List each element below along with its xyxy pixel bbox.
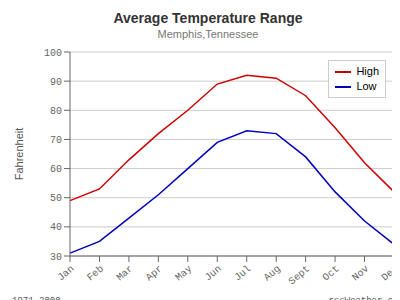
svg-text:50: 50	[50, 193, 62, 204]
svg-text:Oct: Oct	[321, 263, 342, 283]
svg-text:Jul: Jul	[232, 263, 253, 283]
html-text:Average Temperature Range: Average Temperature Range	[113, 10, 303, 26]
html-text:High: High	[356, 65, 379, 77]
svg-text:Aug: Aug	[262, 263, 283, 283]
svg-text:30: 30	[50, 252, 62, 263]
svg-text:80: 80	[50, 106, 62, 117]
svg-text:70: 70	[50, 135, 62, 146]
svg-text:Feb: Feb	[85, 263, 106, 283]
svg-text:Mar: Mar	[115, 263, 136, 283]
svg-text:Jan: Jan	[56, 263, 77, 283]
svg-text:100: 100	[44, 48, 62, 59]
html-text:Low: Low	[356, 80, 377, 92]
html-text:Memphis,Tennessee: Memphis,Tennessee	[157, 28, 259, 40]
svg-text:Apr: Apr	[144, 263, 165, 283]
svg-text:Nov: Nov	[350, 263, 371, 283]
svg-text:May: May	[173, 263, 194, 283]
svg-text:Dec: Dec	[380, 263, 392, 283]
svg-text:60: 60	[50, 164, 62, 175]
svg-text:Jun: Jun	[203, 263, 224, 283]
svg-text:Sept: Sept	[287, 263, 312, 287]
svg-text:40: 40	[50, 222, 62, 233]
svg-text:Fahrenheit: Fahrenheit	[13, 128, 25, 181]
svg-text:90: 90	[50, 77, 62, 88]
